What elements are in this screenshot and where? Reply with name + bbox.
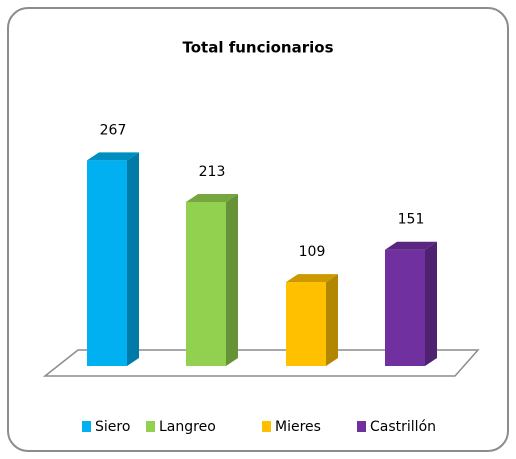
floor <box>42 349 480 377</box>
legend-label: Siero <box>95 419 130 435</box>
data-label: 109 <box>299 244 326 260</box>
legend-label: Castrillón <box>370 419 436 435</box>
bar-top <box>87 152 139 161</box>
bar-side <box>425 241 437 366</box>
bar-front <box>286 282 326 366</box>
bar-top <box>385 241 437 250</box>
legend-swatch <box>82 421 91 432</box>
data-label: 213 <box>199 164 226 180</box>
bar-side <box>127 152 139 366</box>
data-label: 151 <box>398 212 425 228</box>
bar-side <box>226 193 238 366</box>
bar <box>385 241 437 366</box>
bar-front <box>186 201 226 366</box>
chart-frame <box>7 7 509 452</box>
bar-front <box>385 249 425 366</box>
data-label: 267 <box>100 122 127 138</box>
bar <box>87 152 139 366</box>
legend-label: Langreo <box>159 419 216 435</box>
legend-swatch <box>262 421 271 432</box>
legend-swatch <box>146 421 155 432</box>
chart-title: Total funcionarios <box>183 39 334 57</box>
bar-top <box>186 193 238 202</box>
bar <box>186 193 238 366</box>
bar-side <box>326 274 338 366</box>
bar <box>286 274 338 366</box>
legend-swatch <box>357 421 366 432</box>
bar-top <box>286 274 338 283</box>
legend-label: Mieres <box>275 419 321 435</box>
bar-front <box>87 160 127 366</box>
